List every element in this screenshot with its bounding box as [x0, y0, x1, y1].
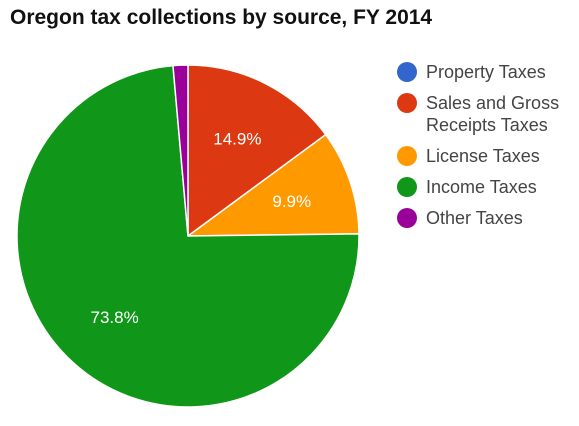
legend: Property Taxes Sales and Gross Receipts …	[397, 61, 577, 238]
legend-swatch	[397, 177, 417, 197]
legend-label: Sales and Gross Receipts Taxes	[426, 93, 560, 135]
pie-slice-sales-and-gross-receipts-taxes[interactable]	[187, 64, 327, 238]
legend-swatch	[397, 62, 417, 82]
legend-swatch	[397, 93, 417, 113]
pie-slice-license-taxes[interactable]	[185, 133, 360, 237]
slice-label: 9.9%	[272, 192, 311, 211]
slice-label: 14.9%	[213, 129, 261, 148]
legend-swatch	[397, 146, 417, 166]
legend-label: License Taxes	[426, 146, 540, 166]
chart-title: Oregon tax collections by source, FY 201…	[10, 6, 433, 29]
legend-item-other-taxes[interactable]: Other Taxes	[397, 207, 577, 229]
legend-swatch	[397, 208, 417, 228]
pie-slice-income-taxes[interactable]	[16, 64, 360, 408]
slice-label: 73.8%	[90, 308, 138, 327]
pie-slice-other-taxes[interactable]	[172, 64, 189, 237]
legend-label: Property Taxes	[426, 62, 546, 82]
legend-item-property-taxes[interactable]: Property Taxes	[397, 61, 577, 83]
legend-item-license-taxes[interactable]: License Taxes	[397, 145, 577, 167]
legend-item-income-taxes[interactable]: Income Taxes	[397, 176, 577, 198]
legend-item-sales-taxes[interactable]: Sales and Gross Receipts Taxes	[397, 92, 577, 136]
legend-label: Income Taxes	[426, 177, 537, 197]
legend-label: Other Taxes	[426, 208, 523, 228]
